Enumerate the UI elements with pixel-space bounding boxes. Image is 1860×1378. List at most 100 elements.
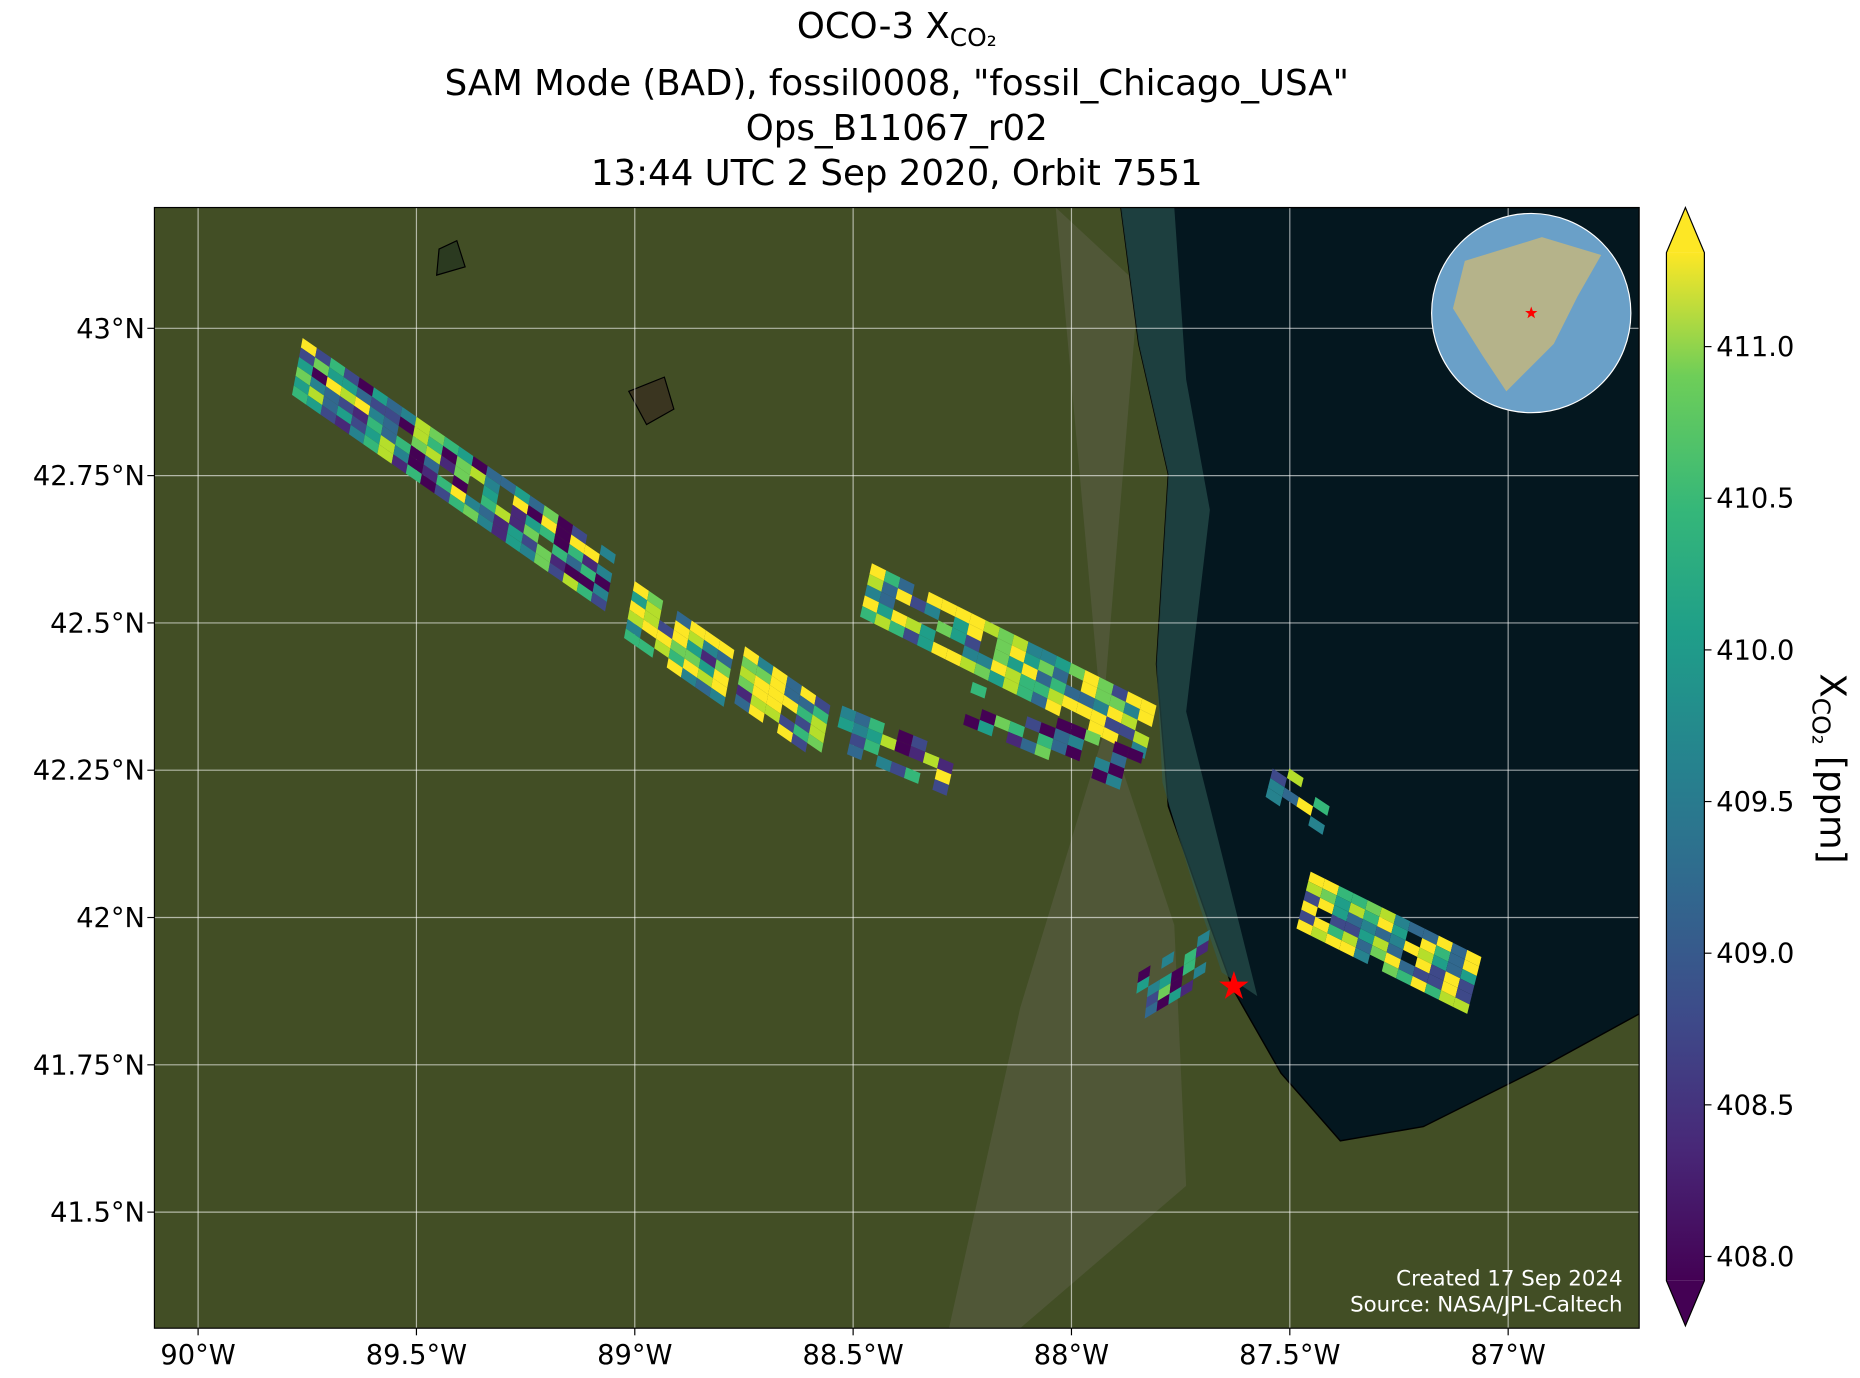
swath-cell — [1443, 971, 1461, 988]
swath-cell — [1040, 648, 1057, 667]
swath-cell — [300, 337, 317, 358]
swath-cell — [1026, 641, 1043, 660]
swath-cell — [338, 395, 355, 416]
swath-cell — [1388, 933, 1406, 950]
swath-cell — [1332, 904, 1349, 922]
swath-cell — [1320, 888, 1337, 905]
swath-cell — [364, 425, 381, 445]
title-line: SAM Mode (BAD), fossil0008, "fossil_Chic… — [445, 63, 1349, 104]
sediment-plume — [1120, 207, 1258, 997]
swath-cell — [741, 655, 758, 676]
swath-cell — [839, 705, 857, 723]
swath-cell — [1310, 926, 1328, 943]
swath-cell — [1195, 940, 1209, 959]
colorbar-extend-min — [1666, 1280, 1705, 1326]
swath-cell — [995, 638, 1012, 656]
swath-cell — [1105, 773, 1123, 790]
swath-cell — [874, 613, 891, 631]
swath-cell — [1112, 741, 1130, 758]
swath-cell — [1005, 731, 1023, 749]
swath-cell — [969, 613, 986, 631]
target-star — [1219, 971, 1249, 999]
map-area — [154, 207, 1640, 1329]
swath-cell — [865, 728, 883, 745]
swath-cell — [325, 376, 342, 396]
swath-cell — [990, 659, 1008, 678]
swath-cell — [1429, 964, 1446, 981]
swath-cell — [334, 414, 351, 435]
swath-cell — [889, 761, 907, 778]
swath-cell — [670, 639, 687, 659]
swath-cell — [1157, 983, 1171, 1001]
swath-cell — [688, 629, 705, 650]
map-frame — [153, 206, 1640, 1329]
swath-cell — [686, 639, 703, 659]
swath-cell — [846, 743, 864, 761]
swath-cell — [485, 465, 502, 486]
swath-cell — [555, 524, 572, 544]
swath-cell — [1381, 961, 1399, 979]
swath-cell — [464, 494, 481, 514]
swath-cell — [382, 416, 399, 436]
swath-cell — [341, 376, 358, 397]
swath-cell — [1343, 921, 1361, 939]
swath-cell — [736, 684, 753, 704]
swath-cell — [647, 590, 664, 611]
swath-cell — [313, 357, 330, 377]
swath-cell — [769, 675, 786, 695]
lake — [627, 376, 675, 426]
swath-cell — [645, 600, 662, 620]
swath-cell — [997, 627, 1015, 646]
swath-cell — [952, 616, 970, 635]
swath-cell — [973, 662, 991, 681]
swath-cell — [1441, 980, 1458, 998]
swath-cell — [1067, 734, 1085, 751]
swath-cell — [1147, 979, 1161, 998]
swath-cell — [348, 424, 365, 445]
swath-cell — [1137, 709, 1155, 727]
swath-cell — [935, 620, 953, 639]
swath-cell — [849, 732, 866, 750]
swath-cell — [1424, 983, 1442, 1000]
swath-cell — [352, 405, 369, 426]
swath-cell — [1324, 933, 1342, 950]
swath-cell — [1016, 684, 1034, 703]
y-tick-label: 42.25°N — [33, 756, 145, 787]
swath-cell — [580, 563, 597, 583]
swath-cell — [340, 386, 357, 406]
swath-cell — [1403, 940, 1420, 958]
swath-cell — [800, 685, 817, 706]
swath-cell — [1037, 659, 1055, 678]
swath-cell — [1090, 709, 1107, 727]
swaths — [291, 337, 1482, 1019]
y-tick-label: 43°N — [76, 314, 145, 345]
swath-cell — [1450, 942, 1468, 960]
swath-cell — [880, 734, 897, 751]
swath-cell — [356, 386, 373, 407]
swath-cell — [1355, 938, 1373, 955]
swath-cell — [796, 704, 813, 724]
swath-cell — [875, 755, 893, 773]
swath-cell — [1358, 928, 1375, 946]
swath-cell — [1426, 973, 1444, 991]
swath-cell — [905, 616, 922, 635]
swath-cell — [548, 562, 565, 582]
swath-cell — [1196, 929, 1210, 948]
x-tick-label: 87.5°W — [1239, 1340, 1340, 1371]
swath-cell — [1097, 677, 1114, 695]
swath-cell — [890, 609, 908, 628]
swath-cell — [716, 649, 733, 669]
swath-cell — [937, 757, 954, 775]
swath-cell — [329, 357, 346, 377]
swath-cell — [689, 620, 706, 640]
swath-cell — [992, 648, 1010, 667]
swath-cell — [675, 610, 692, 630]
swath-cell — [1384, 952, 1401, 969]
swath-cell — [1365, 900, 1382, 917]
swath-cell — [668, 648, 685, 668]
credit: Created 17 Sep 2024 — [1396, 1267, 1622, 1292]
swath-cell — [766, 694, 783, 714]
swath-cell — [1091, 767, 1108, 784]
swath-cell — [709, 687, 726, 707]
swath-cell — [1156, 993, 1170, 1012]
